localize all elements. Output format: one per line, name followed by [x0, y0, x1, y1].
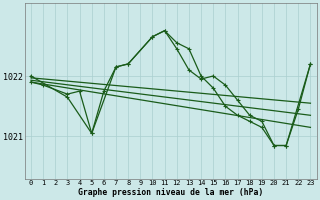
- X-axis label: Graphe pression niveau de la mer (hPa): Graphe pression niveau de la mer (hPa): [78, 188, 263, 197]
